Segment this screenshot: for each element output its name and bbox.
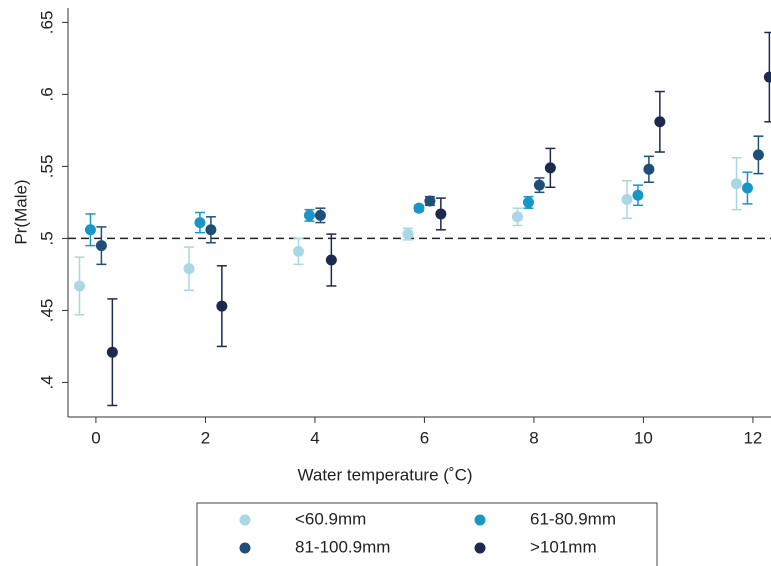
point [763,71,771,83]
point [522,196,534,208]
legend-marker [239,542,251,554]
x-tick-label: 4 [310,428,319,447]
point [293,245,305,257]
point [413,202,425,214]
y-tick-label: .45 [37,299,56,323]
x-tick-label: 8 [529,428,538,447]
x-tick-label: 10 [634,428,653,447]
point [435,208,447,220]
y-tick-label: .55 [37,155,56,179]
y-tick-label: .65 [37,11,56,35]
point [424,195,436,207]
legend-marker [239,514,251,526]
x-tick-label: 6 [420,428,429,447]
point [106,346,118,358]
point [325,254,337,266]
legend-marker [474,542,486,554]
point [533,179,545,191]
x-tick-label: 0 [91,428,100,447]
point [402,228,414,240]
point [205,224,217,236]
x-tick-label: 12 [743,428,762,447]
x-tick-label: 2 [201,428,210,447]
point [654,116,666,128]
point [314,209,326,221]
y-tick-label: .6 [37,87,56,101]
legend-label: <60.9mm [295,509,366,528]
legend-label: 81-100.9mm [295,537,390,556]
legend-marker [474,514,486,526]
point [303,209,315,221]
point [183,263,195,275]
point [741,182,753,194]
y-tick-label: .4 [37,375,56,389]
point [95,240,107,252]
point [752,149,764,161]
legend-box [196,502,658,566]
y-axis-label: Pr(Male) [11,179,30,244]
point [216,300,228,312]
y-tick-label: .5 [37,231,56,245]
point [73,280,85,292]
point [731,178,743,190]
point [621,194,633,206]
point [512,211,524,223]
point [643,163,655,175]
point [544,162,556,174]
x-axis-label: Water temperature (˚C) [297,465,472,484]
point [632,189,644,201]
legend-label: >101mm [530,537,597,556]
point [84,224,96,236]
point [194,217,206,229]
legend-label: 61-80.9mm [530,509,616,528]
